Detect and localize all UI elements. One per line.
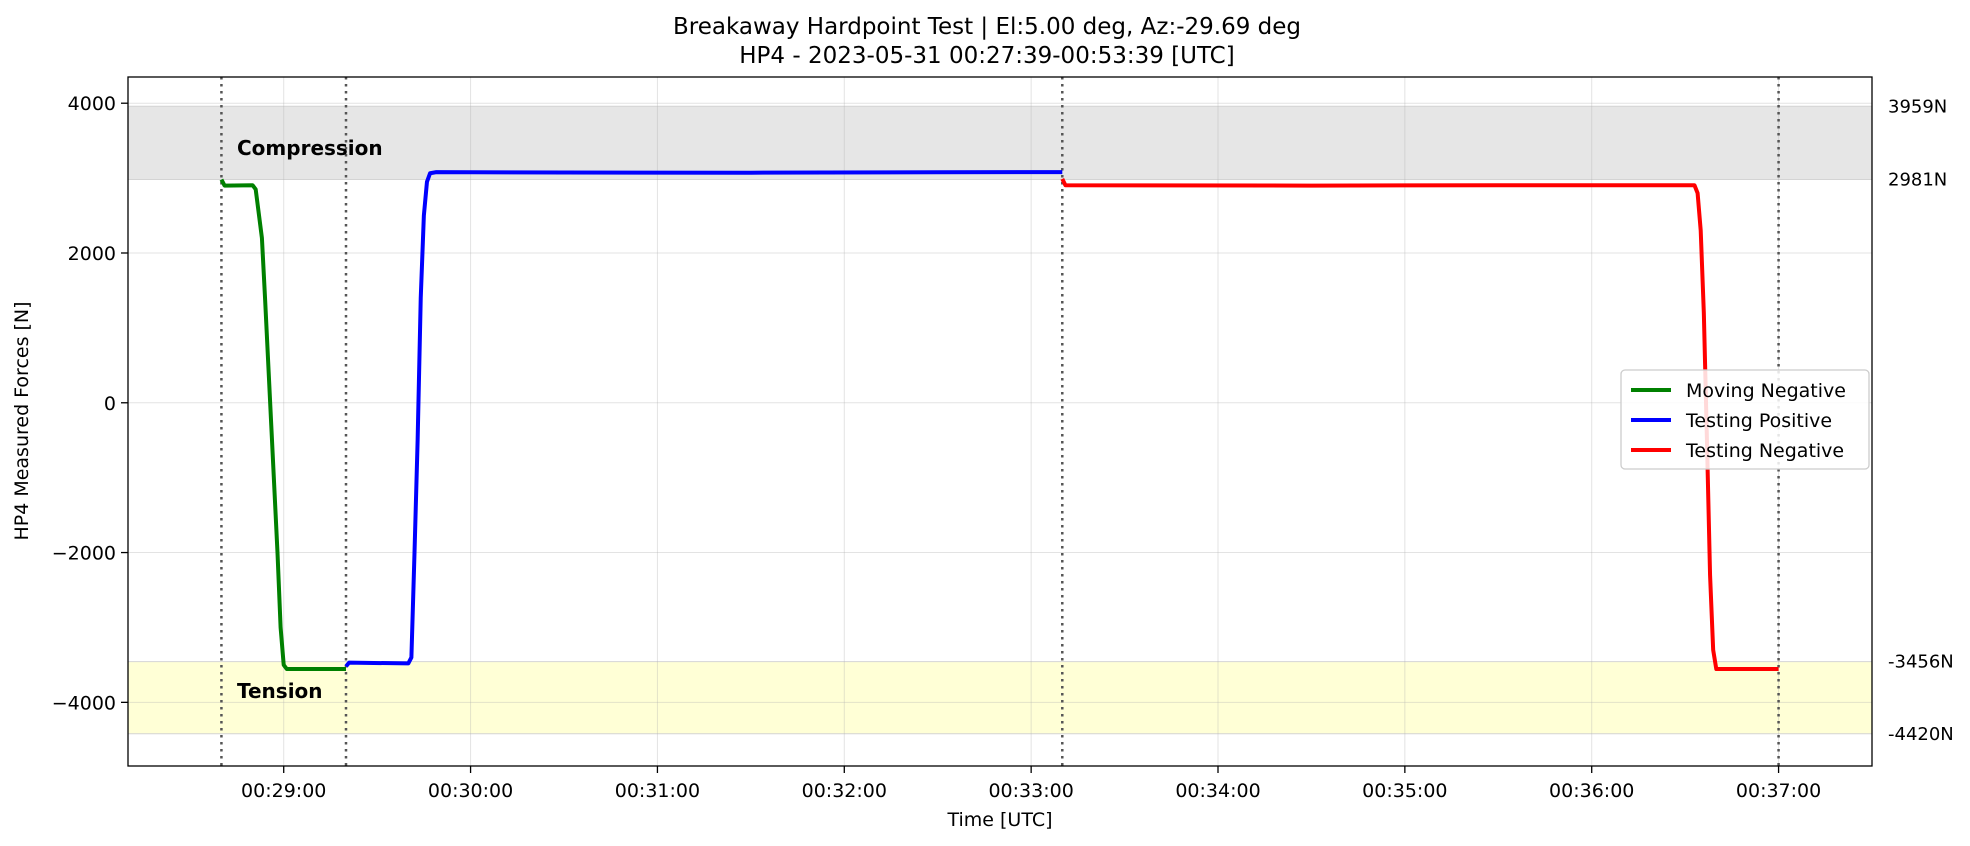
y-tick-label-1: −2000 [52, 543, 116, 565]
legend-box [1620, 369, 1870, 470]
x-axis-label: Time [UTC] [946, 809, 1052, 831]
x-tick-label-1: 00:30:00 [428, 780, 513, 802]
right-label-layer: 3959N 2981N -3456N -4420N [1888, 96, 1954, 745]
x-tick-label-4: 00:33:00 [988, 780, 1073, 802]
compression-label: Compression [237, 136, 383, 160]
threshold-label-3: -4420N [1888, 724, 1954, 745]
threshold-label-1: 2981N [1888, 170, 1947, 191]
legend-label-1: Testing Positive [1685, 410, 1832, 432]
x-tick-label-5: 00:34:00 [1175, 780, 1260, 802]
tension-label: Tension [237, 679, 323, 703]
band-compression [128, 106, 1872, 180]
region-label-layer: Compression Tension [237, 136, 383, 703]
y-tick-layer: −4000 −2000 0 2000 4000 [52, 93, 128, 714]
x-tick-label-7: 00:36:00 [1549, 780, 1634, 802]
band-layer [128, 105, 1872, 735]
x-tick-label-6: 00:35:00 [1362, 780, 1447, 802]
series-line-moving-negative [219, 178, 346, 672]
y-tick-label-0: −4000 [52, 692, 116, 714]
x-tick-label-3: 00:32:00 [802, 780, 887, 802]
legend-label-0: Moving Negative [1686, 380, 1846, 402]
legend-label-2: Testing Negative [1685, 440, 1844, 462]
series-layer [219, 170, 1779, 672]
x-tick-label-8: 00:37:00 [1736, 780, 1821, 802]
y-tick-label-4: 4000 [68, 93, 116, 115]
x-tick-layer: 00:29:00 00:30:00 00:31:00 00:32:00 00:33:00… [241, 766, 1821, 802]
band-tension [128, 661, 1872, 734]
x-tick-label-0: 00:29:00 [241, 780, 326, 802]
y-axis-label: HP4 Measured Forces [N] [11, 301, 33, 540]
series-line-testing-negative [1060, 177, 1779, 672]
x-tick-label-2: 00:31:00 [615, 780, 700, 802]
y-tick-label-3: 2000 [68, 243, 116, 265]
series-line-testing-positive [344, 170, 1063, 668]
legend: Moving Negative Testing Positive Testing N… [1620, 369, 1870, 470]
chart-title: Breakaway Hardpoint Test | El:5.00 deg, … [673, 14, 1301, 40]
plot-frame [127, 76, 1873, 767]
threshold-label-0: 3959N [1888, 96, 1947, 117]
y-tick-label-2: 0 [104, 393, 116, 415]
chart-subtitle: HP4 - 2023-05-31 00:27:39-00:53:39 [UTC] [739, 43, 1234, 69]
threshold-label-2: -3456N [1888, 652, 1954, 673]
